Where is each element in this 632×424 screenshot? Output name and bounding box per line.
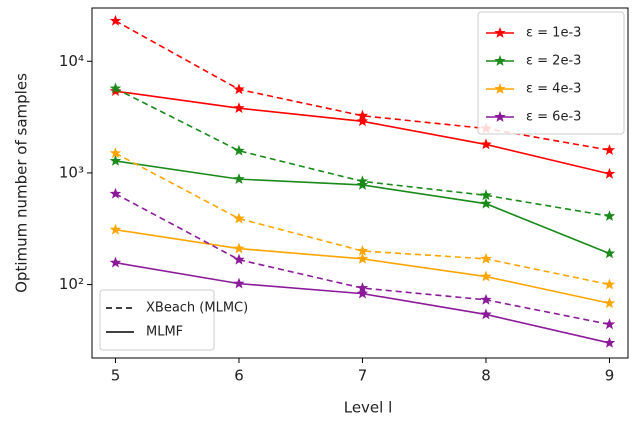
marker [603, 318, 616, 330]
plot-frame [91, 7, 629, 359]
legend-label: ε = 1e-3 [526, 26, 581, 41]
marker [233, 102, 245, 114]
legend-label: XBeach (MLMC) [146, 301, 248, 316]
marker [603, 247, 616, 259]
marker [109, 82, 122, 94]
x-tick-label: 7 [358, 367, 368, 385]
legend-label: ε = 6e-3 [526, 110, 581, 125]
dashed-line [115, 152, 610, 286]
marker [603, 336, 616, 348]
marker [603, 167, 616, 179]
marker [233, 277, 245, 289]
marker [233, 253, 245, 265]
marker [109, 14, 122, 26]
legend-label: ε = 4e-3 [526, 82, 581, 97]
marker [603, 297, 616, 309]
marker [480, 252, 492, 264]
y-axis-label: Optimum number of samples [13, 73, 31, 293]
marker [233, 144, 245, 156]
marker [233, 242, 245, 254]
x-tick-label: 8 [481, 367, 491, 385]
marker [356, 244, 369, 256]
marker [233, 83, 245, 95]
y-tick-label: 10² [59, 275, 84, 293]
y-tick-label: 10⁴ [59, 52, 84, 70]
legend-box [99, 289, 215, 351]
legend: XBeach (MLMC) MLMF [99, 289, 248, 351]
legend-marker [494, 111, 506, 122]
marker [109, 223, 122, 235]
marker [233, 212, 245, 224]
legend-box [477, 11, 625, 135]
legend-marker [494, 83, 506, 94]
legend-marker [494, 55, 506, 66]
x-tick-label: 6 [234, 367, 244, 385]
marker [356, 282, 369, 293]
marker [480, 293, 492, 305]
marker [233, 173, 245, 184]
marker [109, 187, 122, 199]
x-axis-label: Level l [344, 399, 393, 417]
legend-label: ε = 2e-3 [526, 54, 581, 69]
solid-line [115, 160, 610, 255]
marker [603, 278, 616, 290]
marker [356, 252, 369, 264]
legend-marker [494, 27, 506, 38]
marker [356, 115, 369, 127]
x-tick-label: 5 [111, 367, 121, 385]
marker [356, 287, 369, 299]
legend-label: MLMF [146, 325, 183, 340]
marker [603, 210, 616, 222]
marker [480, 270, 492, 282]
marker [603, 144, 616, 155]
dashed-line [115, 20, 610, 151]
legend: ε = 1e-3 ε = 2e-3 ε = 4e-3 ε = 6e-3 [477, 11, 625, 135]
marker [109, 154, 122, 166]
marker [480, 189, 492, 201]
dashed-line [115, 193, 610, 326]
marker [356, 109, 369, 121]
marker [480, 138, 492, 150]
marker [480, 197, 492, 209]
x-tick-label: 9 [605, 367, 615, 385]
marker [356, 178, 369, 190]
y-tick-label: 10³ [59, 163, 84, 181]
marker [109, 147, 122, 159]
marker [480, 308, 492, 320]
marker [109, 256, 122, 268]
